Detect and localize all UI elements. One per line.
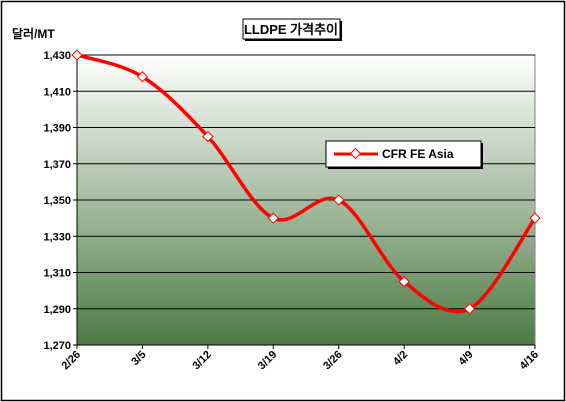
gridlines (77, 54, 535, 346)
data-point-marker (463, 303, 476, 315)
data-point-marker (398, 275, 410, 288)
y-axis-ticks: 1,270 1,290 1,310 1,330 1,350 1,370 1,390 1,410… (43, 50, 535, 352)
legend-label: CFR FE Asia (382, 147, 454, 161)
data-point-marker (529, 212, 541, 224)
legend-box-shadow (328, 167, 483, 169)
y-tick-label: 1,390 (43, 123, 71, 135)
title-box-shadow-side (340, 21, 342, 41)
data-point-marker (267, 212, 279, 224)
data-point-marker (136, 71, 149, 83)
title-box-shadow (245, 39, 342, 41)
y-tick-label: 1,350 (43, 195, 71, 207)
y-axis-label: 달러/MT (12, 26, 55, 41)
y-tick-label: 1,290 (43, 304, 71, 316)
y-tick-label: 1,430 (43, 50, 71, 62)
legend-swatch-marker (349, 147, 362, 160)
y-tick-label: 1,410 (43, 86, 71, 98)
y-tick-label: 1,330 (43, 231, 71, 243)
chart-title: LLDPE 가격추이 (244, 22, 338, 37)
legend-box-shadow-side (481, 143, 483, 169)
y-tick-label: 1,370 (43, 159, 71, 171)
data-point-marker (202, 130, 214, 143)
data-point-marker (333, 194, 345, 206)
y-tick-label: 1,310 (43, 268, 71, 280)
data-point-marker (71, 49, 83, 61)
y-tick-label: 1,270 (43, 340, 71, 352)
series-layer (71, 49, 541, 315)
